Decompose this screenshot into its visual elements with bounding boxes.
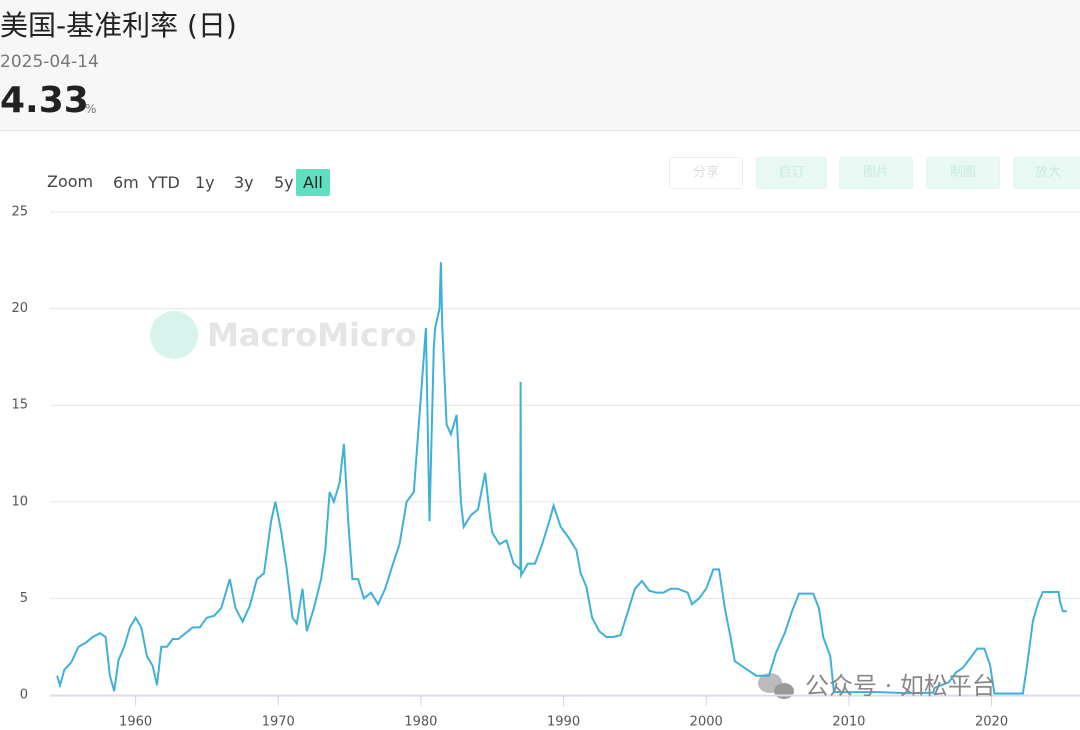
range-button[interactable]: 3y [234, 173, 254, 192]
range-button[interactable]: YTD [148, 173, 180, 192]
y-tick-label: 15 [11, 398, 28, 413]
title: 美国-基准利率 (日) [0, 9, 237, 42]
x-tick-label: 2000 [690, 715, 723, 730]
range-button[interactable]: 1y [195, 173, 215, 192]
action-button[interactable]: 自订 [756, 157, 827, 189]
overlay-text: 公众号 · 如松平台 [805, 672, 996, 700]
x-tick-label: 2020 [975, 715, 1008, 730]
range-button[interactable]: 6m [113, 173, 139, 192]
action-button[interactable]: 放大 [1013, 157, 1080, 189]
action-button[interactable]: 制图 [926, 157, 1000, 189]
x-tick-label: 1960 [119, 715, 152, 730]
x-tick-label: 1980 [404, 715, 437, 730]
y-tick-label: 0 [20, 688, 28, 703]
y-tick-label: 25 [11, 205, 28, 220]
date: 2025-04-14 [0, 52, 99, 72]
y-tick-label: 5 [20, 591, 28, 606]
value: 4.33 [0, 80, 89, 121]
action-label: 图片 [862, 165, 889, 180]
range-button[interactable]: 5y [274, 173, 294, 192]
y-tick-label: 20 [11, 301, 28, 316]
watermark-logo [150, 311, 198, 359]
zoom-label: Zoom [47, 172, 94, 191]
y-tick-label: 10 [11, 494, 28, 509]
action-label: 自订 [778, 165, 805, 180]
unit: % [85, 102, 97, 116]
header: 美国-基准利率 (日) 2025-04-14 4.33 % [0, 0, 1080, 131]
action-label: 放大 [1034, 165, 1061, 180]
x-tick-label: 1970 [262, 715, 295, 730]
watermark: MacroMicro [207, 316, 417, 354]
x-tick-label: 2010 [832, 715, 865, 730]
action-button[interactable]: 图片 [839, 157, 913, 189]
range-button[interactable]: All [296, 169, 330, 196]
action-button[interactable]: 分享 [669, 157, 743, 189]
action-label: 制图 [949, 165, 976, 180]
action-label: 分享 [692, 165, 719, 180]
line-series [56, 262, 1067, 695]
x-tick-label: 1990 [547, 715, 580, 730]
